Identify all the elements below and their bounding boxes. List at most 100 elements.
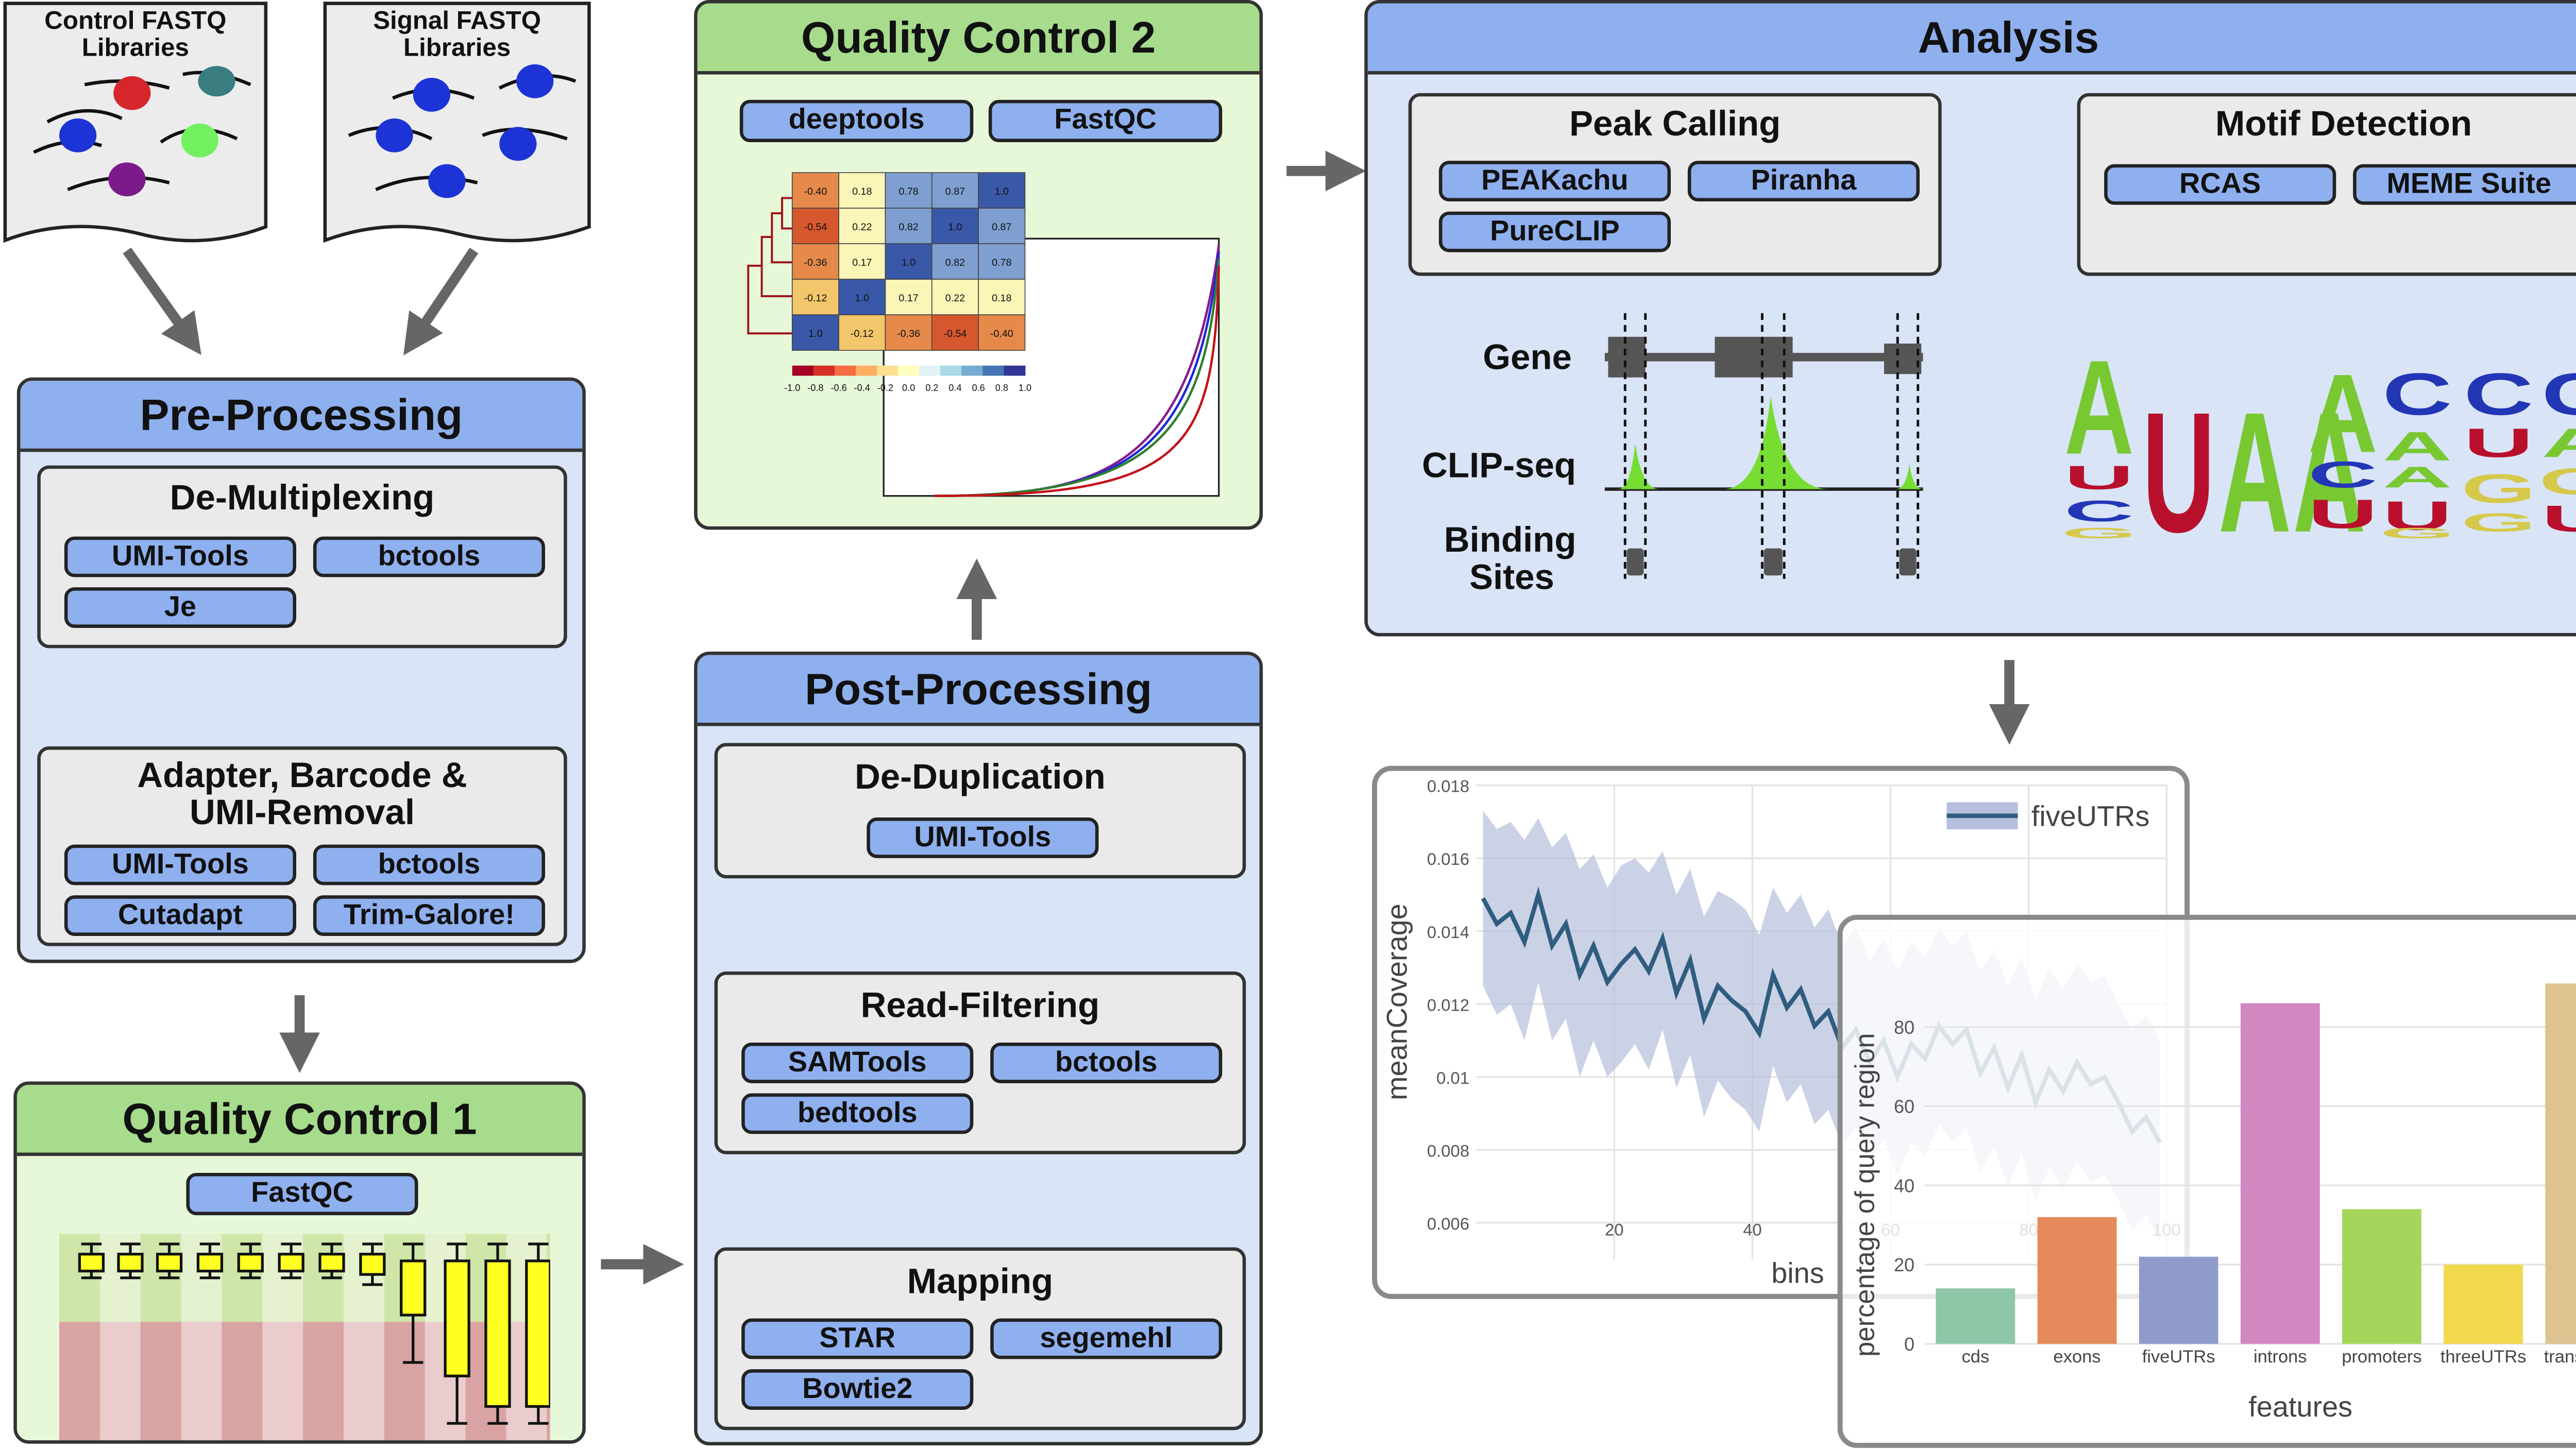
heatmap-cell <box>978 243 1026 280</box>
heatmap-cell-value: 0.87 <box>992 221 1011 233</box>
tool-bctools[interactable]: bctools <box>313 536 545 577</box>
heatmap-cell <box>931 314 979 351</box>
meancoverage-xtick: 40 <box>1743 1220 1762 1239</box>
heatmap-cell <box>931 243 979 280</box>
analysis-panel: Analysis Peak Calling PEAKachu Piranha P… <box>1364 0 2576 637</box>
tool-cutadapt[interactable]: Cutadapt <box>64 895 296 936</box>
heatmap-cell <box>885 172 933 209</box>
tool-bowtie2[interactable]: Bowtie2 <box>741 1369 974 1410</box>
features-xlabel: features <box>2248 1390 2352 1423</box>
adapter-removal-title-line2: UMI-Removal <box>189 793 415 833</box>
colorbar-segment <box>940 365 962 376</box>
qc1-box <box>237 1253 264 1273</box>
colorbar-segment <box>1004 365 1026 376</box>
tool-umi-tools[interactable]: UMI-Tools <box>64 536 296 577</box>
heatmap-cell <box>791 314 839 351</box>
tool-segemehl[interactable]: segemehl <box>990 1318 1223 1359</box>
tool-bctools[interactable]: bctools <box>313 844 545 885</box>
tool-umi-tools[interactable]: UMI-Tools <box>64 844 296 885</box>
qc1-box <box>444 1259 470 1377</box>
tool-star[interactable]: STAR <box>741 1318 974 1359</box>
tool-meme-suite[interactable]: MEME Suite <box>2353 164 2576 205</box>
legend-label-fiveutrs: fiveUTRs <box>2031 799 2150 832</box>
heatmap-cell-value: -0.40 <box>990 328 1013 339</box>
heatmap-cell <box>791 208 839 244</box>
qc1-box <box>278 1253 304 1273</box>
tool-peakachu[interactable]: PEAKachu <box>1438 161 1671 201</box>
qc1-box <box>359 1253 386 1276</box>
mapping-title: Mapping <box>907 1263 1054 1302</box>
meancoverage-ytick: 0.01 <box>1436 1068 1469 1087</box>
tool-je[interactable]: Je <box>64 587 296 628</box>
heatmap-cell-value: 0.22 <box>945 293 965 304</box>
heatmap-cell-value: 0.17 <box>899 293 918 304</box>
tool-rcas[interactable]: RCAS <box>2104 164 2336 205</box>
heatmap-cell-value: -0.36 <box>897 328 920 339</box>
features-bar-cds <box>1936 1288 2015 1344</box>
colorbar-segment <box>834 365 856 376</box>
control-fastq-title-line1: Control FASTQ <box>44 7 227 36</box>
demultiplexing-box: De-Multiplexing UMI-Tools bctools Je <box>37 465 567 649</box>
qc1-title: Quality Control 1 <box>16 1085 583 1156</box>
arrow-signal-to-preprocessing <box>403 247 479 355</box>
tool-trim-galore[interactable]: Trim-Galore! <box>313 895 545 936</box>
qc2-title: Quality Control 2 <box>697 3 1260 75</box>
colorbar-tick: 0.2 <box>925 383 938 393</box>
logo-letter: C <box>2541 361 2576 427</box>
logo-letter: U <box>2541 498 2576 540</box>
tool-fastqc[interactable]: FastQC <box>186 1172 418 1216</box>
tool-pureclip[interactable]: PureCLIP <box>1438 211 1671 252</box>
colorbar-tick: -1.0 <box>784 383 800 393</box>
heatmap-cell-value: -0.12 <box>804 293 827 304</box>
features-bar-fiveUTRs <box>2139 1256 2218 1344</box>
heatmap-cell-value: 0.22 <box>852 221 872 233</box>
qc1-box <box>156 1253 183 1273</box>
heatmap-colorbar: -1.0 -0.8 -0.6 -0.4 -0.2 0.0 0.2 0.4 0.6 0.8 1.0 <box>784 365 1031 393</box>
preprocessing-panel: Pre-Processing De-Multiplexing UMI-Tools… <box>16 377 586 963</box>
logo-letter: A <box>2064 333 2134 483</box>
features-ytick: 20 <box>1894 1254 1914 1275</box>
heatmap-cell-value: 0.78 <box>899 186 918 197</box>
features-ylabel: percentage of query region <box>1850 1033 1880 1357</box>
heatmap-cell <box>885 314 933 351</box>
colorbar-segment <box>898 365 920 376</box>
adapter-removal-title-line1: Adapter, Barcode & <box>137 756 467 796</box>
colorbar-tick: 1.0 <box>1019 383 1031 393</box>
tool-samtools[interactable]: SAMTools <box>741 1042 974 1083</box>
qc1-box <box>78 1253 105 1273</box>
qc1-box <box>196 1253 224 1273</box>
tool-piranha[interactable]: Piranha <box>1687 161 1920 201</box>
heatmap-cell-value: -0.54 <box>943 328 967 339</box>
colorbar-tick: 0.0 <box>902 383 915 393</box>
logo-letter: G <box>2539 461 2576 503</box>
features-xtick: cds <box>1962 1347 1990 1367</box>
deduplication-title: De-Duplication <box>854 758 1106 797</box>
meancoverage-ylabel: meanCoverage <box>1380 904 1413 1100</box>
tool-bctools[interactable]: bctools <box>990 1042 1223 1083</box>
tool-fastqc[interactable]: FastQC <box>988 99 1223 142</box>
heatmap-cell-value: 0.82 <box>945 257 965 268</box>
heatmap-cell-value: 0.82 <box>899 221 918 233</box>
heatmap-cell-value: 0.78 <box>992 257 1011 268</box>
analysis-title: Analysis <box>1367 3 2576 75</box>
tool-bedtools[interactable]: bedtools <box>741 1093 974 1134</box>
heatmap-cell-value: 1.0 <box>995 186 1009 197</box>
meancoverage-xtick: 20 <box>1605 1220 1624 1239</box>
logo-letter: U <box>2382 493 2452 539</box>
logo-letter: U <box>2064 459 2134 497</box>
features-bar-transcripts <box>2545 983 2576 1344</box>
binding-sites-label-line1: Binding <box>1444 521 1577 560</box>
logo-letter: A <box>2308 351 2378 475</box>
features-bar-exons <box>2037 1217 2117 1344</box>
qc1-box <box>484 1259 511 1408</box>
tool-umi-tools[interactable]: UMI-Tools <box>867 817 1099 858</box>
features-ytick: 40 <box>1894 1175 1914 1196</box>
heatmap-cell-value: -0.36 <box>804 257 827 268</box>
read-filtering-box: Read-Filtering SAMTools bctools bedtools <box>714 971 1246 1154</box>
heatmap-cell-value: 0.17 <box>852 257 872 268</box>
tool-deeptools[interactable]: deeptools <box>739 99 974 142</box>
logo-letter: G <box>2461 508 2536 537</box>
colorbar-tick: -0.4 <box>854 383 870 393</box>
logo-letter: C <box>2308 454 2378 496</box>
heatmap-cell-value: 0.18 <box>852 186 872 197</box>
